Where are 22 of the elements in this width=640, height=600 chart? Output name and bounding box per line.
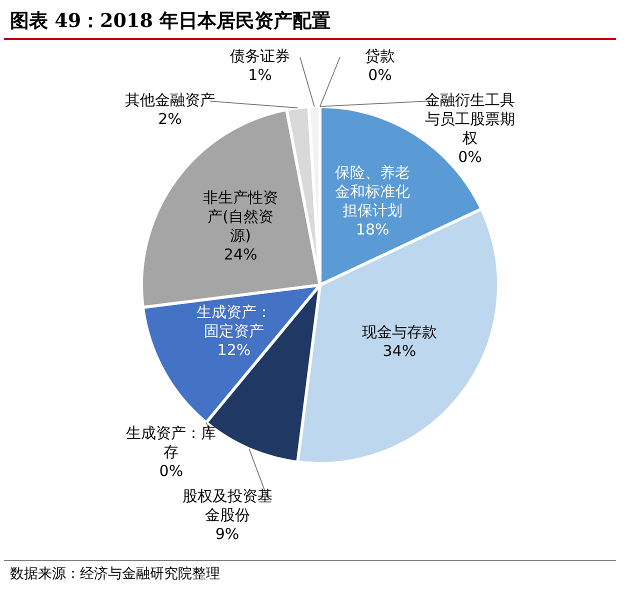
data-label: 18% — [356, 220, 390, 238]
text: 0% — [368, 66, 392, 84]
slice-label: 非生产性资产(自然资源) — [203, 188, 278, 245]
category-label: 金融衍生工具与员工股票期权 — [425, 90, 515, 147]
slice-label: 债务证券 — [230, 47, 290, 65]
data-label: 9% — [215, 525, 240, 544]
text: 0% — [159, 462, 184, 480]
slice-label: 保险、养老金和标准化担保计划 — [335, 164, 410, 220]
slice-label: 股权及投资基金股份 — [182, 487, 272, 524]
category-label: 生成资产：库存 — [126, 424, 216, 462]
slice-label: 生成资产：固定资产 — [196, 303, 272, 340]
data-label: 1% — [248, 66, 272, 84]
chart-title: 图表 49：2018 年日本居民资产配置 — [4, 0, 616, 40]
data-label: 34% — [382, 342, 416, 360]
data-label: 12% — [217, 341, 251, 360]
source-note: 数据来源：经济与金融研究院整理 — [4, 560, 616, 587]
category-label: 贷款 — [365, 46, 395, 65]
slice-label: 现金与存款 — [362, 323, 437, 342]
data-label: 24% — [224, 246, 258, 264]
slice-label: 其他金融资产 — [125, 91, 215, 109]
data-label: 2% — [158, 110, 182, 128]
text: 0% — [458, 148, 482, 166]
